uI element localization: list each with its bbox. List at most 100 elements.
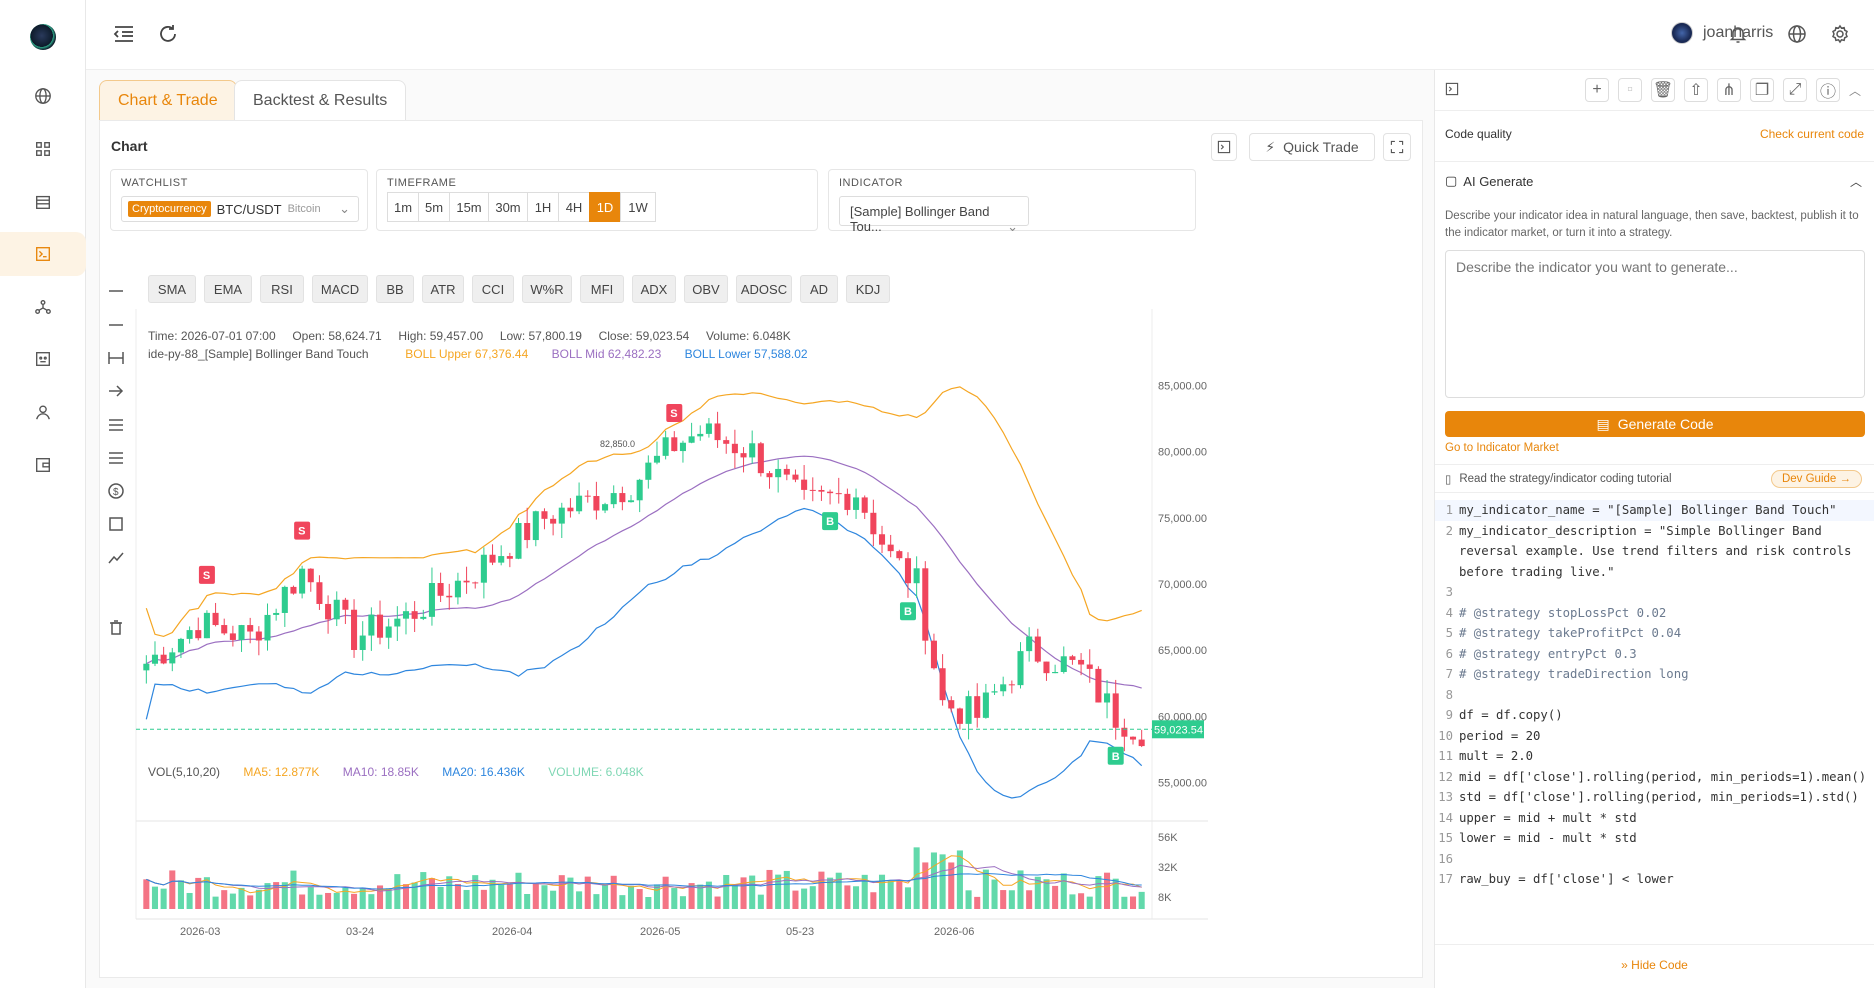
indicator-btn-w%r[interactable]: W%R — [522, 275, 572, 303]
indicator-btn-cci[interactable]: CCI — [472, 275, 514, 303]
candle-body — [792, 474, 799, 480]
wallet-icon[interactable] — [0, 443, 86, 487]
check-code-link[interactable]: Check current code — [1759, 127, 1864, 141]
indicator-btn-atr[interactable]: ATR — [422, 275, 464, 303]
indicator-btn-mfi[interactable]: MFI — [580, 275, 624, 303]
signal-marker-label: B — [826, 516, 834, 528]
upload-icon[interactable]: ⇧ — [1684, 78, 1708, 102]
volume-bar — [697, 884, 704, 909]
trend-tool-icon[interactable] — [106, 547, 126, 567]
candle-body — [809, 489, 816, 491]
volume-bar — [679, 896, 686, 909]
volume-bar — [351, 893, 358, 909]
candle-body — [480, 554, 487, 583]
indicator-btn-ema[interactable]: EMA — [204, 275, 252, 303]
volume-bar — [524, 894, 531, 909]
hline-tool-icon[interactable] — [106, 315, 126, 335]
indicator-market-link[interactable]: Go to Indicator Market — [1445, 442, 1559, 454]
signal-marker-s — [198, 565, 215, 584]
language-icon[interactable] — [1787, 24, 1807, 44]
measure-tool-icon[interactable] — [106, 348, 126, 368]
dev-guide-button[interactable]: Dev Guide → — [1770, 470, 1862, 488]
volume-bar — [1000, 890, 1007, 909]
info-icon[interactable]: ⓘ — [1816, 78, 1840, 102]
indicator-btn-obv[interactable]: OBV — [684, 275, 728, 303]
code-toggle-icon[interactable] — [1211, 133, 1237, 161]
timeframe-5m[interactable]: 5m — [418, 192, 450, 222]
code-line: 5 # @strategy takeProfitPct 0.04 — [1435, 623, 1874, 644]
tab-chart-trade[interactable]: Chart & Trade — [99, 80, 237, 120]
menu-collapse-icon[interactable] — [112, 22, 136, 46]
network-icon[interactable] — [0, 285, 86, 329]
generate-code-button[interactable]: ▤ Generate Code — [1445, 411, 1865, 437]
indicator-btn-adx[interactable]: ADX — [632, 275, 676, 303]
indicator-btn-rsi[interactable]: RSI — [260, 275, 304, 303]
arrow-tool-icon[interactable] — [106, 381, 126, 401]
timeframe-1D[interactable]: 1D — [589, 192, 621, 222]
indicator-select[interactable]: [Sample] Bollinger Band Tou... ⌄ — [839, 196, 1029, 234]
bell-icon[interactable] — [1728, 24, 1748, 44]
quick-trade-button[interactable]: ⚡ Quick Trade — [1249, 133, 1375, 161]
hide-code-button[interactable]: » Hide Code — [1621, 958, 1688, 972]
timeframe-1H[interactable]: 1H — [527, 192, 559, 222]
rect-tool-icon[interactable] — [106, 514, 126, 534]
line-number: 7 — [1445, 667, 1453, 681]
fullscreen-icon[interactable] — [1383, 133, 1411, 161]
ai-generate-header[interactable]: ▢ AI Generate — [1445, 173, 1533, 189]
timeframe-15m[interactable]: 15m — [449, 192, 489, 222]
save-icon[interactable]: ▫ — [1618, 78, 1642, 102]
indicator-prompt-input[interactable] — [1445, 250, 1865, 398]
refresh-icon[interactable] — [156, 22, 180, 46]
user-menu[interactable]: joanharris — [1671, 22, 1773, 44]
code-text: # @strategy stopLossPct 0.02 — [1459, 605, 1667, 620]
delete-icon[interactable]: 🗑 — [1651, 78, 1675, 102]
volume-bar — [506, 884, 513, 909]
tutorial-row[interactable]: ▯ Read the strategy/indicator coding tuto… — [1445, 472, 1672, 486]
timeframe-4H[interactable]: 4H — [558, 192, 590, 222]
timeframe-30m[interactable]: 30m — [488, 192, 528, 222]
code-editor[interactable]: 1 my_indicator_name = "[Sample] Bollinger… — [1435, 500, 1874, 940]
dashboard-icon[interactable] — [0, 127, 86, 171]
fib-tool-icon[interactable] — [106, 448, 126, 468]
quick-trade-label: Quick Trade — [1283, 139, 1359, 155]
timeframe-1W[interactable]: 1W — [620, 192, 656, 222]
trash-icon[interactable] — [106, 618, 126, 638]
indicator-btn-bb[interactable]: BB — [376, 275, 414, 303]
channel-tool-icon[interactable] — [106, 415, 126, 435]
indicator-btn-macd[interactable]: MACD — [312, 275, 368, 303]
candle-body — [731, 443, 738, 454]
share-icon[interactable]: ⋔ — [1717, 78, 1741, 102]
indicator-btn-sma[interactable]: SMA — [148, 275, 196, 303]
price-chart[interactable]: 85,000.00 80,000.00 75,000.00 70,000.00 65,0… — [100, 309, 1423, 969]
price-tool-icon[interactable]: $ — [106, 481, 126, 501]
tab-backtest-results[interactable]: Backtest & Results — [234, 80, 407, 120]
volume-info: VOL(5,10,20) MA5: 12.877K MA10: 18.85K M… — [148, 765, 644, 779]
user-icon[interactable] — [0, 390, 86, 434]
signal-marker-s — [666, 404, 683, 423]
terminal-icon[interactable] — [0, 232, 86, 276]
volume-bar — [420, 872, 427, 909]
timeframe-1m[interactable]: 1m — [387, 192, 419, 222]
robot-icon: ▢ — [1445, 173, 1458, 188]
line-tool-icon[interactable] — [106, 281, 126, 301]
add-icon[interactable]: + — [1585, 78, 1609, 102]
collapse-up-icon[interactable]: ︿ — [1849, 84, 1862, 98]
symbol-select[interactable]: Cryptocurrency BTC/USDT Bitcoin ⌄ — [121, 196, 359, 222]
candle-body — [186, 630, 193, 639]
indicator-btn-kdj[interactable]: KDJ — [846, 275, 890, 303]
store-icon[interactable] — [0, 180, 86, 224]
indicator-btn-ad[interactable]: AD — [800, 275, 838, 303]
expand-icon[interactable]: ⤢ — [1783, 78, 1807, 102]
robot-icon[interactable] — [0, 337, 86, 381]
app-logo[interactable] — [30, 24, 56, 50]
copy-icon[interactable]: ❐ — [1750, 78, 1774, 102]
volume-bar — [922, 862, 929, 909]
globe-icon[interactable] — [0, 74, 86, 118]
candle-body — [896, 551, 903, 559]
settings-gear-icon[interactable] — [1830, 24, 1850, 44]
candle-body — [1026, 636, 1033, 652]
indicator-btn-adosc[interactable]: ADOSC — [736, 275, 792, 303]
code-line: 10 period = 20 — [1435, 726, 1874, 747]
volume-bar — [619, 895, 626, 909]
chevron-up-icon[interactable]: ︿ — [1849, 175, 1862, 189]
